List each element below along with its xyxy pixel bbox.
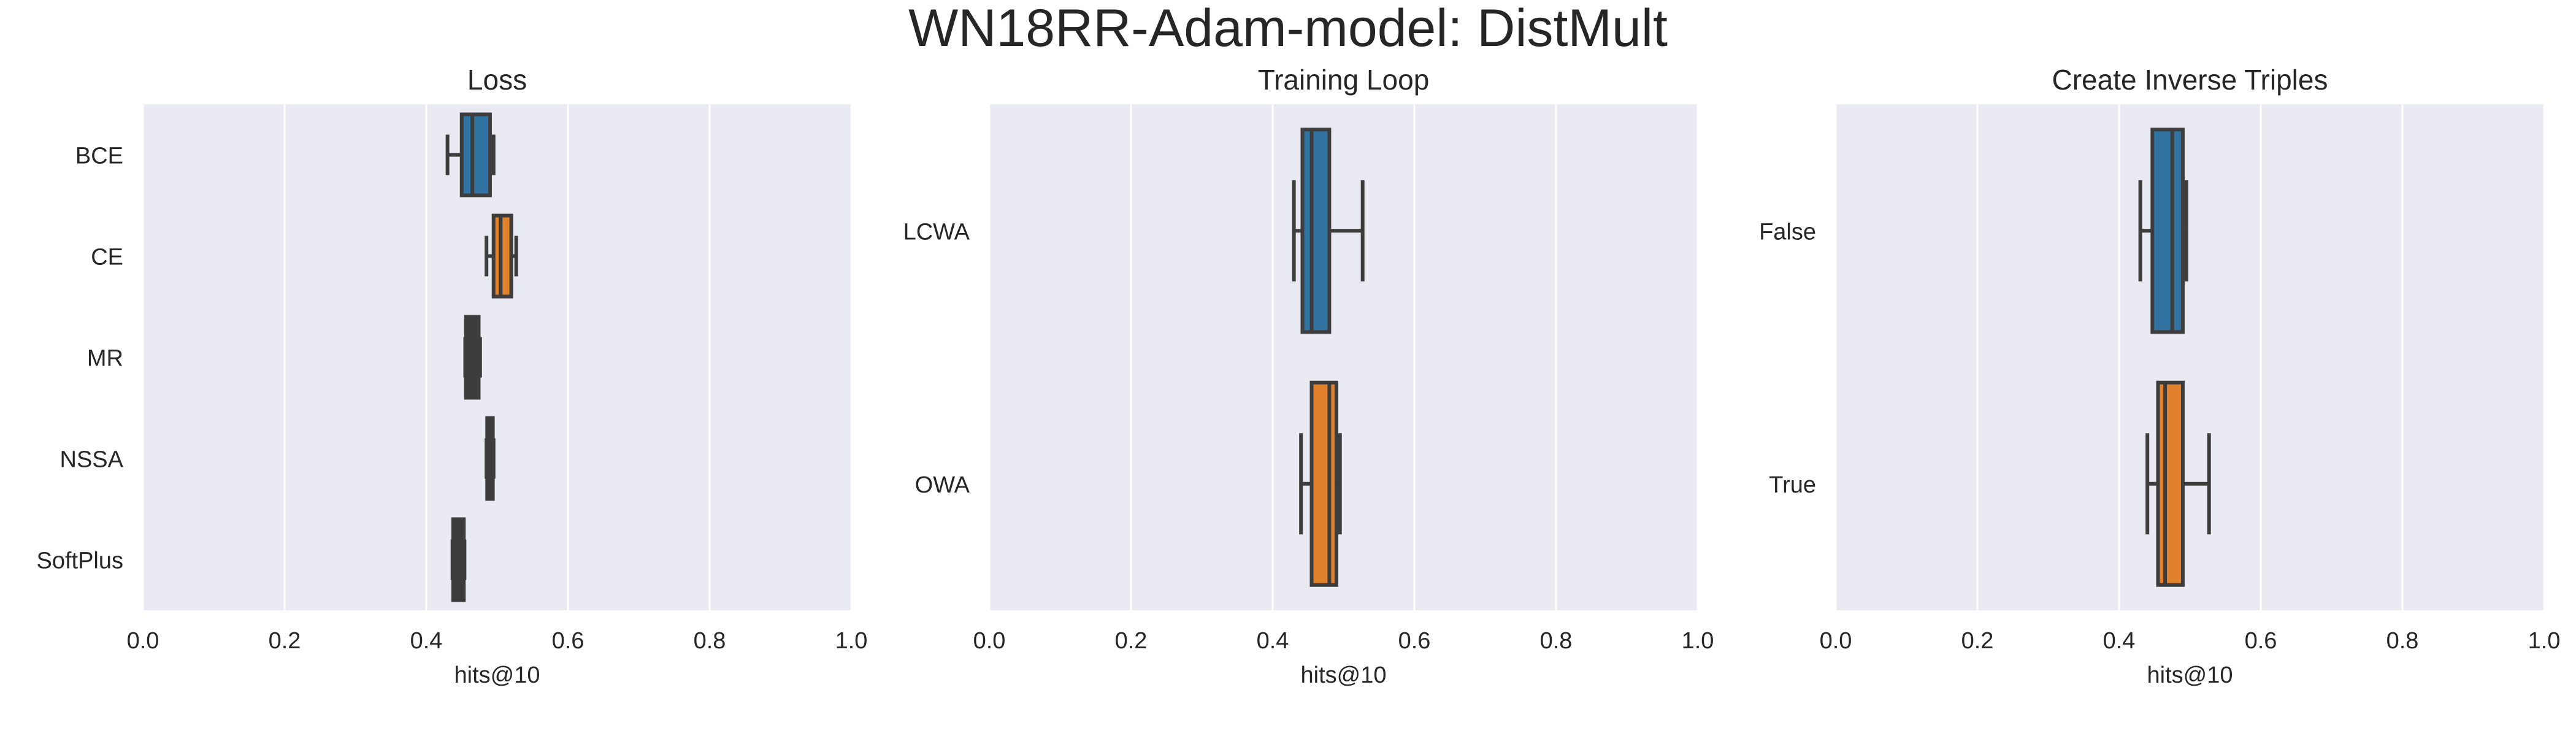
box-owa: OWA [915,380,1342,587]
x-axis-label: hits@10 [2147,662,2233,688]
x-tick-label: 0.0 [1820,628,1852,654]
y-tick-label: SoftPlus [36,548,123,574]
box-iqr [2150,128,2185,334]
plot-area [1836,104,2544,610]
box-false: False [1759,128,2188,334]
x-tick-label: 0.6 [552,628,585,654]
x-tick-label: 0.8 [1540,628,1573,654]
box-lcwa: LCWA [903,128,1365,334]
box-mr: MR [87,315,482,400]
figure-title: WN18RR-Adam-model: DistMult [908,0,1668,58]
panel-training-loop: 0.0 0.2 0.4 0.6 0.8 1.0 Training Loop hits@10 LC… [903,64,1714,688]
y-tick-label: MR [87,346,123,372]
plot-area [989,104,1698,610]
x-tick-label: 1.0 [835,628,868,654]
x-axis-label: hits@10 [454,662,540,688]
panel-title: Loss [467,64,527,96]
y-tick-label: True [1769,472,1816,498]
box-iqr [2156,380,2185,587]
x-axis-label: hits@10 [1301,662,1387,688]
x-tick-label: 0.6 [2245,628,2277,654]
box-iqr [1309,380,1338,587]
panel-title: Create Inverse Triples [2052,64,2328,96]
panel-create-inverse-triples: 0.0 0.2 0.4 0.6 0.8 1.0 Create Inverse Triples… [1759,64,2560,688]
box-iqr [1300,128,1332,334]
y-tick-label: BCE [75,144,123,169]
box-true: True [1769,380,2211,587]
x-tick-label: 0.6 [1398,628,1431,654]
x-tick-label: 0.2 [269,628,301,654]
x-tick-label: 0.0 [973,628,1006,654]
x-tick-label: 0.0 [127,628,159,654]
x-tick-label: 0.2 [1115,628,1148,654]
box-ce: CE [91,213,518,299]
x-tick-label: 1.0 [2528,628,2561,654]
x-tick-label: 0.4 [2103,628,2136,654]
x-tick-label: 0.4 [410,628,443,654]
y-tick-label: OWA [915,472,970,498]
x-tick-label: 1.0 [1682,628,1714,654]
y-tick-label: NSSA [60,447,124,473]
box-softplus: SoftPlus [36,517,467,602]
y-tick-label: CE [91,245,123,270]
y-tick-label: LCWA [903,219,970,245]
x-tick-label: 0.8 [694,628,726,654]
box-nssa: NSSA [60,416,496,501]
plot-area [143,104,851,610]
x-tick-label: 0.4 [1257,628,1289,654]
box-iqr [459,112,492,197]
panel-title: Training Loop [1258,64,1430,96]
box-bce: BCE [75,112,496,197]
panel-loss: 0.0 0.2 0.4 0.6 0.8 1.0 Loss hits@10 BCE CE MR NSSA… [36,64,867,688]
x-tick-label: 0.2 [1961,628,1994,654]
x-tick-label: 0.8 [2386,628,2419,654]
y-tick-label: False [1759,219,1816,245]
